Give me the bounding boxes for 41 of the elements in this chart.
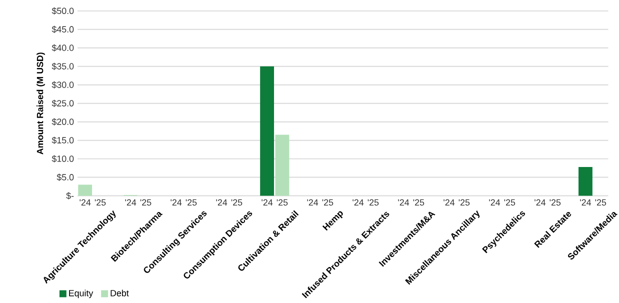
x-tick-label: '24 — [80, 199, 91, 206]
y-tick-label: $- — [66, 192, 74, 200]
y-tick-label: $40.0 — [52, 44, 74, 52]
y-tick-label: $30.0 — [52, 81, 74, 88]
y-tick-label: $35.0 — [52, 62, 74, 70]
y-tick-label: $50.0 — [52, 7, 74, 14]
bar — [78, 184, 92, 196]
x-tick-label: '24 — [444, 199, 455, 206]
x-tick-label: '24 — [398, 199, 410, 206]
x-tick-label: '25 — [231, 199, 242, 206]
x-tick-label: '24 — [352, 199, 364, 206]
x-tick-label: '25 — [413, 199, 424, 206]
x-tick-label: '24 — [489, 199, 500, 206]
legend-label: Debt — [110, 290, 129, 296]
x-tick-label: '25 — [140, 199, 152, 206]
x-tick-label: '25 — [94, 199, 106, 206]
bar — [578, 166, 592, 196]
x-tick-label: '24 — [125, 199, 136, 206]
x-tick-label: '24 — [307, 199, 318, 206]
x-tick-label: '24 — [534, 199, 546, 206]
y-tick-label: $5.0 — [56, 174, 74, 181]
legend-label: Equity — [69, 290, 94, 298]
x-tick-label: '25 — [186, 199, 197, 206]
y-tick-label: $45.0 — [52, 26, 74, 33]
x-tick-label: '25 — [550, 199, 561, 206]
y-axis-title: Amount Raised (M USD) — [36, 52, 45, 154]
x-tick-label: '25 — [458, 199, 470, 206]
y-tick-label: $20.0 — [52, 118, 74, 126]
x-tick-label: '25 — [595, 199, 606, 206]
x-tick-label: '25 — [504, 199, 516, 206]
x-tick-label: '24 — [262, 199, 273, 206]
y-tick-label: $25.0 — [52, 100, 74, 107]
x-tick-label: '25 — [322, 199, 334, 206]
y-tick-label: $10.0 — [52, 155, 74, 162]
y-tick-label: $15.0 — [52, 136, 74, 144]
x-tick-label: '24 — [580, 199, 592, 206]
x-tick-label: '25 — [276, 199, 288, 206]
bar — [260, 66, 274, 196]
x-tick-label: '24 — [216, 199, 228, 206]
x-tick-label: '24 — [170, 199, 182, 206]
x-tick-label: '25 — [368, 199, 379, 206]
